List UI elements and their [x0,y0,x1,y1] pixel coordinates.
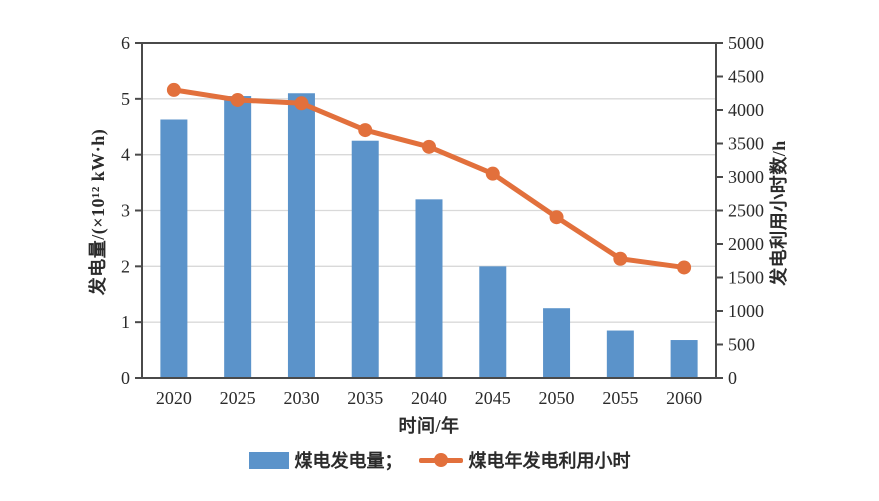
line-marker [613,251,628,266]
left-axis-tick-label: 1 [121,312,130,332]
x-axis-tick-label: 2055 [602,388,638,408]
right-axis-tick-label: 1500 [728,268,764,288]
line-marker [422,139,436,154]
bar [415,199,443,378]
bar [479,266,507,378]
bar-series-swatch [248,451,289,469]
line-marker [677,260,692,275]
right-y-axis-title: 发电利用小时数/h [769,140,789,286]
right-axis-tick-label: 3500 [728,134,764,154]
right-axis-tick-label: 1000 [728,301,764,321]
x-axis-tick-label: 2020 [156,388,192,408]
bar [543,308,571,378]
x-axis-tick-label: 2035 [347,388,383,408]
legend: 煤电发电量； 煤电年发电利用小时 [0,447,879,473]
left-axis-tick-label: 5 [121,89,130,109]
right-axis-tick-label: 4500 [728,67,764,87]
line-marker [294,96,309,111]
legend-label-line-series: 煤电年发电利用小时 [468,451,631,471]
right-axis-tick-label: 3000 [728,167,764,187]
bar [670,340,698,378]
bar [606,330,634,378]
line-marker [358,123,373,138]
left-axis-tick-label: 6 [121,33,130,53]
legend-label-bar-series: 煤电发电量； [294,451,403,471]
right-axis-tick-label: 5000 [728,33,764,53]
left-axis-tick-label: 0 [121,368,130,388]
right-axis-tick-label: 500 [728,335,755,355]
line-marker [485,166,500,181]
bar [224,96,252,379]
line-marker [230,92,245,107]
left-axis-tick-label: 3 [121,201,130,221]
bar [160,119,188,378]
x-axis-tick-label: 2030 [283,388,319,408]
x-axis-title: 时间/年 [398,416,460,436]
right-axis-tick-label: 0 [728,368,737,388]
left-axis-tick-label: 4 [121,145,130,165]
right-axis-tick-label: 2500 [728,201,764,221]
bar [351,140,379,378]
legend-item-line-series: 煤电年发电利用小时 [418,447,631,473]
x-axis-tick-label: 2025 [220,388,256,408]
legend-item-bar-series: 煤电发电量； [248,447,403,473]
left-y-axis-title: 发电量/(×10¹² kW·h) [88,128,108,296]
right-axis-tick-label: 4000 [728,100,764,120]
left-axis-tick-label: 2 [121,256,130,276]
x-axis-tick-label: 2050 [539,388,575,408]
line-marker [166,82,181,97]
line-series-swatch [418,452,463,469]
right-axis-tick-label: 2000 [728,234,764,254]
bar [287,93,315,378]
line-marker [549,210,564,225]
line-swatch-marker [433,453,448,467]
x-axis-tick-label: 2045 [475,388,511,408]
x-axis-tick-label: 2060 [666,388,702,408]
x-axis-tick-label: 2040 [411,388,447,408]
